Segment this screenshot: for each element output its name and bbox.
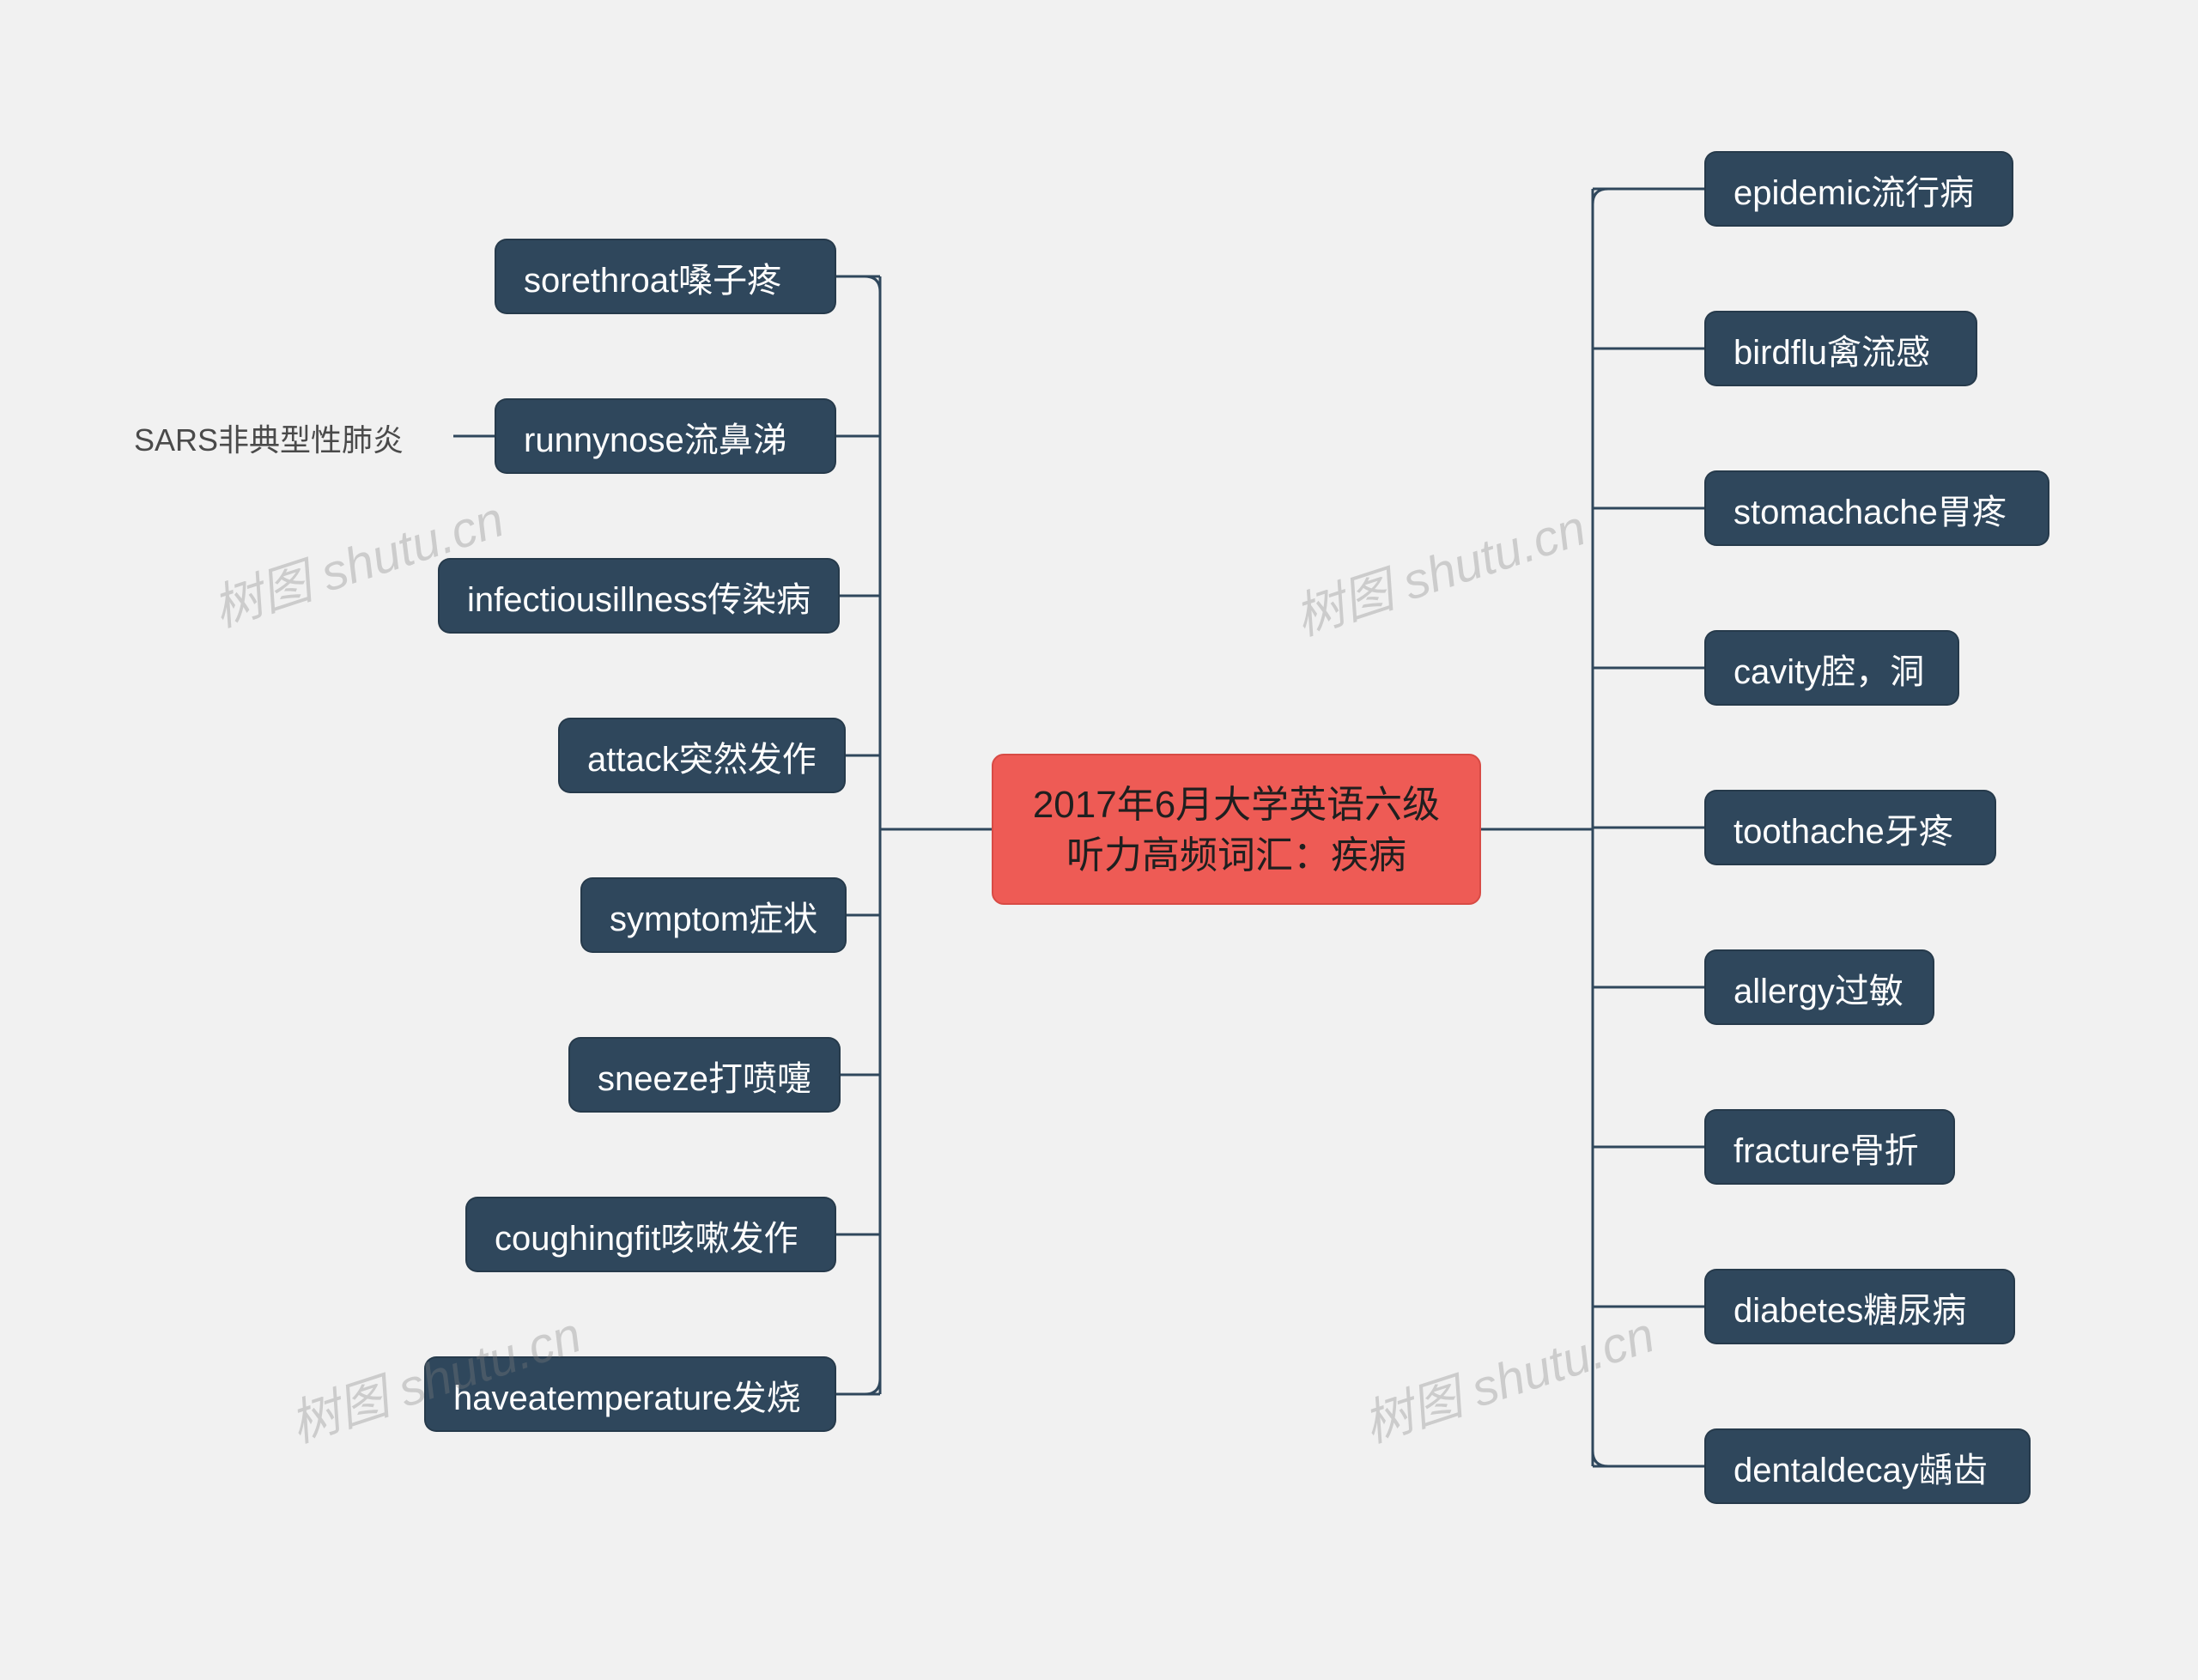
left-branch-3: attack突然发作 bbox=[558, 718, 846, 793]
right-branch-3: cavity腔，洞 bbox=[1704, 630, 1959, 706]
center-node: 2017年6月大学英语六级听力高频词汇：疾病 bbox=[992, 754, 1481, 905]
watermark-3: 树图 shutu.cn bbox=[1353, 1295, 1662, 1456]
left-branch-7: haveatemperature发烧 bbox=[424, 1356, 836, 1432]
right-branch-7: diabetes糖尿病 bbox=[1704, 1269, 2015, 1344]
right-branch-2: stomachache胃疼 bbox=[1704, 470, 2049, 546]
watermark-1: 树图 shutu.cn bbox=[1284, 488, 1594, 649]
left-branch-2: infectiousillness传染病 bbox=[438, 558, 840, 634]
right-branch-1: birdflu禽流感 bbox=[1704, 311, 1977, 386]
left-branch-1-child: SARS非典型性肺炎 bbox=[134, 415, 404, 460]
right-branch-5: allergy过敏 bbox=[1704, 949, 1934, 1025]
center-line1: 2017年6月大学英语六级 bbox=[1028, 779, 1445, 830]
right-branch-0: epidemic流行病 bbox=[1704, 151, 2013, 227]
left-branch-6: coughingfit咳嗽发作 bbox=[465, 1197, 836, 1272]
center-line2: 听力高频词汇：疾病 bbox=[1028, 830, 1445, 881]
right-branch-6: fracture骨折 bbox=[1704, 1109, 1955, 1185]
left-branch-5: sneeze打喷嚏 bbox=[568, 1037, 841, 1113]
left-branch-0: sorethroat嗓子疼 bbox=[495, 239, 836, 314]
right-branch-8: dentaldecay龋齿 bbox=[1704, 1428, 2031, 1504]
left-branch-4: symptom症状 bbox=[580, 877, 847, 953]
left-branch-1: runnynose流鼻涕 bbox=[495, 398, 836, 474]
right-branch-4: toothache牙疼 bbox=[1704, 790, 1996, 865]
